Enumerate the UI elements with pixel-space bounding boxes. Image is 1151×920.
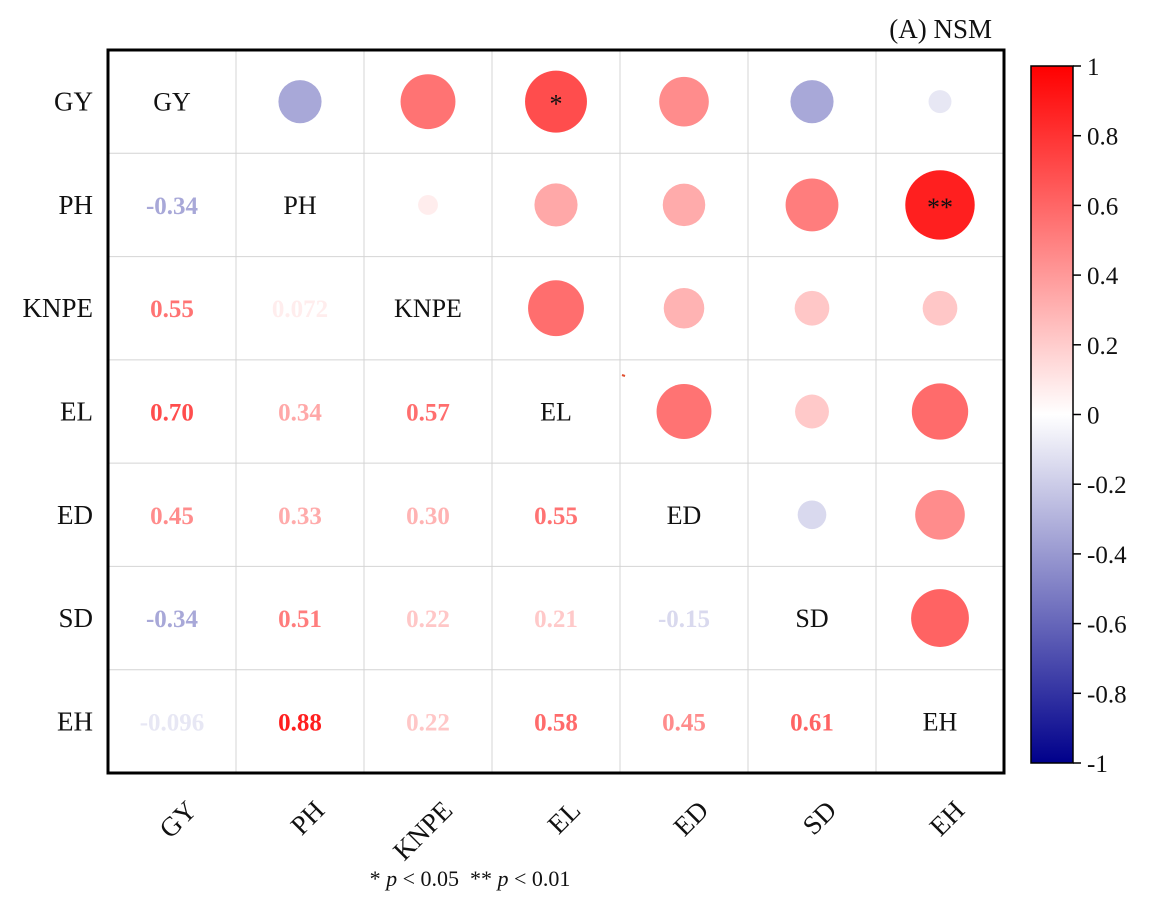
- correlation-circle: [922, 290, 958, 326]
- diagonal-label: ED: [667, 501, 702, 530]
- colorbar-gradient: [1030, 65, 1074, 764]
- colorbar-ticks: 1 0.8 0.6 0.4 0.2 0 -0.2 -0.4 -0.6 -0.8 -1: [1073, 54, 1127, 778]
- correlation-value: -0.34: [146, 193, 199, 220]
- colorbar-tick-label: -0.8: [1087, 681, 1127, 708]
- colorbar-tick-label: 0.8: [1087, 124, 1118, 151]
- correlation-circle: [928, 90, 952, 114]
- y-axis-label: EL: [60, 397, 93, 427]
- correlation-circle: [794, 290, 830, 326]
- diagonal-label: KNPE: [394, 294, 462, 323]
- correlation-circle: [797, 500, 827, 530]
- colorbar-tick-label: -0.6: [1087, 612, 1127, 639]
- grid-lines: [108, 50, 1004, 773]
- y-axis-labels: GY PH KNPE EL ED SD EH: [22, 87, 93, 737]
- correlation-value: 0.51: [278, 606, 322, 633]
- correlation-value: 0.58: [534, 709, 578, 736]
- colorbar-tick-label: 0.2: [1087, 333, 1118, 360]
- correlation-value: 0.88: [278, 709, 322, 736]
- x-axis-labels: GY PH KNPE EL ED SD EH: [153, 795, 970, 866]
- correlation-value: 0.61: [790, 709, 834, 736]
- correlation-value: 0.22: [406, 606, 450, 633]
- correlation-value: -0.15: [658, 606, 710, 633]
- correlation-circle: [795, 394, 829, 429]
- correlation-value: -0.096: [140, 709, 205, 736]
- correlation-circle: [534, 183, 578, 227]
- matrix-cells: GY * -0.34 PH ** 0.55 0.072 KNPE 0.70 0.34 0.57 EL 0…: [140, 70, 975, 736]
- correlation-circle: [790, 80, 834, 124]
- significance-mark: *: [550, 90, 563, 119]
- correlation-circle: [528, 280, 584, 337]
- significance-footnote: * p < 0.05 ** p < 0.01: [369, 866, 571, 891]
- correlation-value: 0.45: [150, 503, 194, 530]
- correlation-circle: [662, 183, 706, 227]
- colorbar-tick-label: 1: [1087, 54, 1100, 81]
- correlation-value: 0.33: [278, 503, 322, 530]
- y-axis-label: GY: [54, 87, 93, 117]
- correlation-value: 0.57: [406, 400, 450, 427]
- colorbar-tick-label: -1: [1087, 751, 1108, 778]
- correlation-circle: [418, 194, 438, 215]
- correlation-circle: [525, 70, 587, 133]
- colorbar-tick-label: -0.4: [1087, 542, 1127, 569]
- correlation-circle: [656, 384, 712, 439]
- y-axis-label: KNPE: [22, 293, 93, 323]
- correlation-circle: [911, 589, 969, 647]
- plot-frame: [106, 48, 1006, 775]
- diagonal-label: EH: [923, 707, 958, 736]
- correlation-circle: [663, 287, 705, 329]
- x-axis-label: GY: [153, 795, 202, 844]
- correlation-value: 0.55: [150, 296, 194, 323]
- correlation-circle: [659, 76, 709, 127]
- correlation-value: 0.34: [278, 400, 322, 427]
- diagonal-label: EL: [540, 398, 572, 427]
- colorbar-tick-label: -0.2: [1087, 472, 1127, 499]
- correlation-value: 0.70: [150, 400, 194, 427]
- correlation-circle: [911, 383, 969, 440]
- chart-title: (A) NSM: [889, 14, 992, 44]
- correlation-circle: [400, 74, 456, 130]
- colorbar-tick-label: 0.4: [1087, 263, 1119, 290]
- x-axis-label: PH: [285, 795, 331, 841]
- correlation-value: 0.55: [534, 503, 578, 530]
- correlation-circle: [915, 489, 965, 540]
- correlation-circle: [905, 170, 975, 240]
- significance-mark: **: [927, 193, 953, 222]
- correlation-value: 0.45: [662, 709, 706, 736]
- x-axis-label: KNPE: [387, 795, 458, 866]
- colorbar-tick-label: 0.6: [1087, 193, 1118, 220]
- correlation-circle: [278, 80, 322, 124]
- x-axis-label: EL: [542, 795, 587, 840]
- correlation-circle: [785, 178, 839, 232]
- correlation-value: -0.34: [146, 606, 199, 633]
- diagonal-label: PH: [283, 191, 316, 220]
- correlation-value: 0.22: [406, 709, 450, 736]
- correlation-value: 0.30: [406, 503, 450, 530]
- y-axis-label: ED: [57, 500, 93, 530]
- stray-mark: [621, 374, 626, 377]
- y-axis-label: EH: [57, 706, 93, 736]
- correlation-value: 0.21: [534, 606, 578, 633]
- diagonal-label: SD: [795, 604, 828, 633]
- x-axis-label: SD: [797, 795, 843, 841]
- x-axis-label: EH: [924, 795, 971, 842]
- colorbar-tick-label: 0: [1087, 403, 1100, 430]
- correlation-value: 0.072: [272, 296, 328, 323]
- y-axis-label: PH: [58, 190, 93, 220]
- x-axis-label: ED: [668, 795, 715, 842]
- diagonal-label: GY: [153, 88, 191, 117]
- colorbar: 1 0.8 0.6 0.4 0.2 0 -0.2 -0.4 -0.6 -0.8 -1: [1030, 54, 1127, 778]
- y-axis-label: SD: [58, 603, 93, 633]
